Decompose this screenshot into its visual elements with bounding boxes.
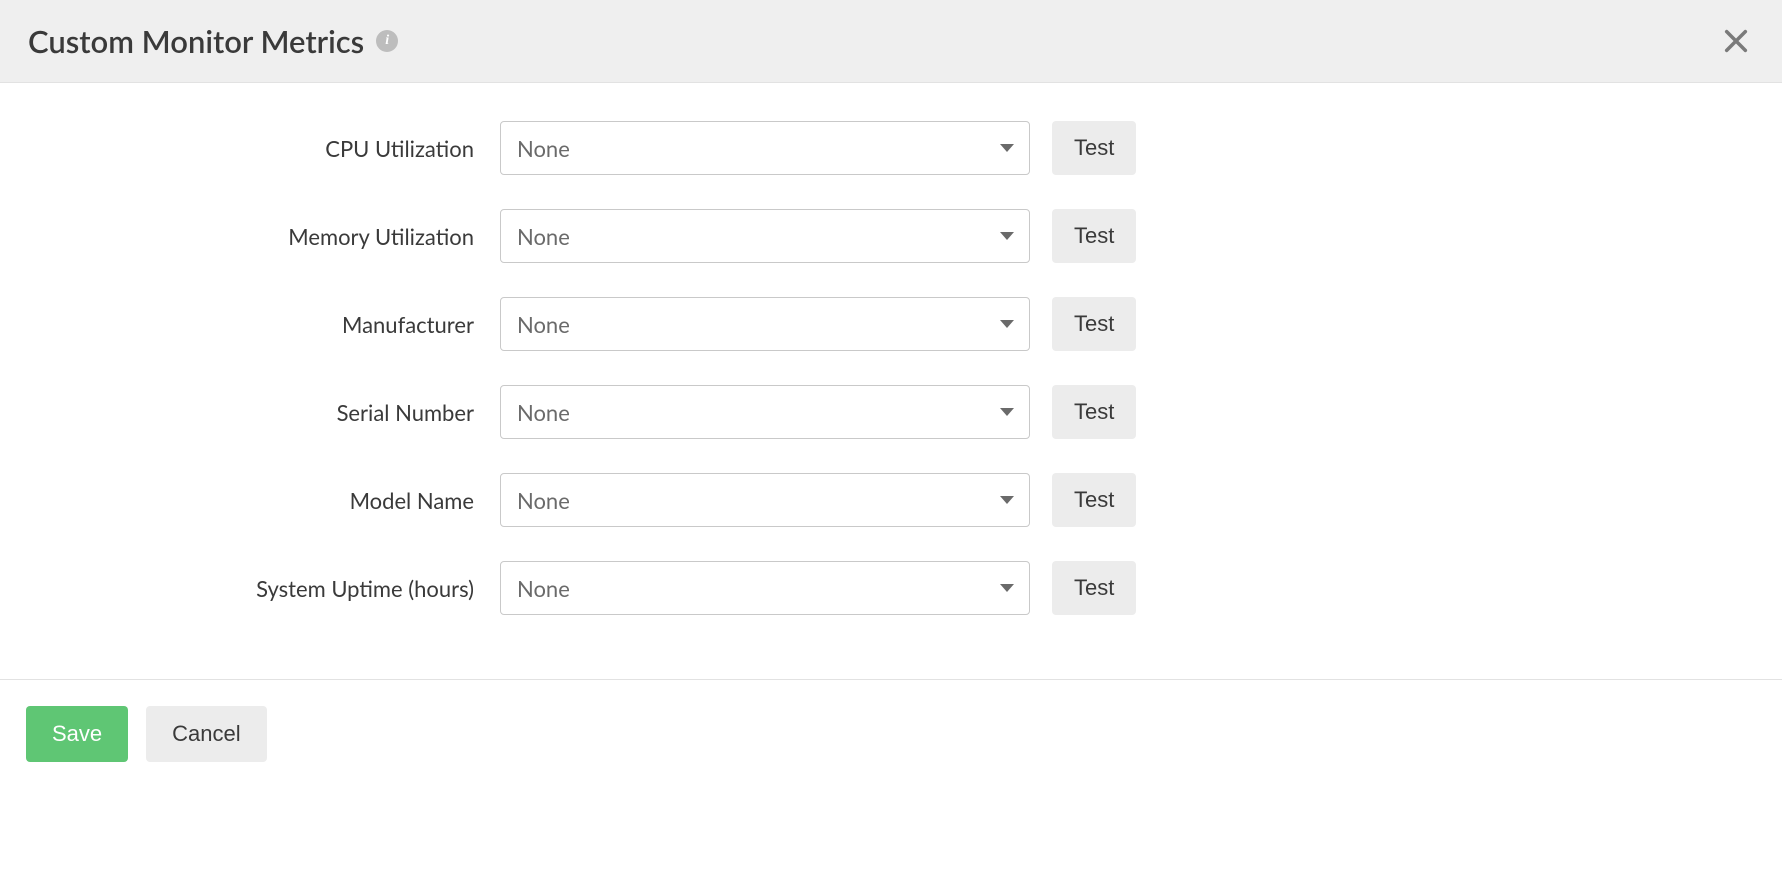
select-value: None xyxy=(500,121,1030,175)
test-button-manufacturer[interactable]: Test xyxy=(1052,297,1136,351)
test-button-system-uptime[interactable]: Test xyxy=(1052,561,1136,615)
save-button[interactable]: Save xyxy=(26,706,128,762)
metric-label: Serial Number xyxy=(0,399,500,426)
modal-header: Custom Monitor Metrics i xyxy=(0,0,1782,83)
metric-select-system-uptime[interactable]: None xyxy=(500,561,1030,615)
test-button-cpu-utilization[interactable]: Test xyxy=(1052,121,1136,175)
metric-label: CPU Utilization xyxy=(0,135,500,162)
metric-label: Memory Utilization xyxy=(0,223,500,250)
select-value: None xyxy=(500,297,1030,351)
metric-label: Manufacturer xyxy=(0,311,500,338)
test-button-memory-utilization[interactable]: Test xyxy=(1052,209,1136,263)
page-title: Custom Monitor Metrics xyxy=(28,22,364,60)
modal-body: CPU Utilization None Test Memory Utiliza… xyxy=(0,83,1782,679)
test-button-serial-number[interactable]: Test xyxy=(1052,385,1136,439)
metric-row-memory-utilization: Memory Utilization None Test xyxy=(0,209,1782,263)
close-button[interactable] xyxy=(1718,23,1754,59)
metric-select-manufacturer[interactable]: None xyxy=(500,297,1030,351)
metric-select-serial-number[interactable]: None xyxy=(500,385,1030,439)
select-value: None xyxy=(500,561,1030,615)
test-button-model-name[interactable]: Test xyxy=(1052,473,1136,527)
metric-row-serial-number: Serial Number None Test xyxy=(0,385,1782,439)
cancel-button[interactable]: Cancel xyxy=(146,706,266,762)
metric-row-cpu-utilization: CPU Utilization None Test xyxy=(0,121,1782,175)
close-icon xyxy=(1722,27,1750,55)
metric-row-model-name: Model Name None Test xyxy=(0,473,1782,527)
metric-select-memory-utilization[interactable]: None xyxy=(500,209,1030,263)
metric-label: System Uptime (hours) xyxy=(0,575,500,602)
custom-monitor-metrics-modal: Custom Monitor Metrics i CPU Utilization… xyxy=(0,0,1782,788)
metric-select-model-name[interactable]: None xyxy=(500,473,1030,527)
select-value: None xyxy=(500,385,1030,439)
select-value: None xyxy=(500,209,1030,263)
modal-footer: Save Cancel xyxy=(0,679,1782,788)
metric-row-manufacturer: Manufacturer None Test xyxy=(0,297,1782,351)
info-icon[interactable]: i xyxy=(376,30,398,52)
metric-row-system-uptime: System Uptime (hours) None Test xyxy=(0,561,1782,615)
metric-select-cpu-utilization[interactable]: None xyxy=(500,121,1030,175)
modal-title-group: Custom Monitor Metrics i xyxy=(28,22,398,60)
select-value: None xyxy=(500,473,1030,527)
metric-label: Model Name xyxy=(0,487,500,514)
